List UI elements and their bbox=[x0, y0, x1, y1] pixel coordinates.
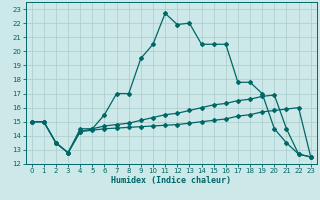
X-axis label: Humidex (Indice chaleur): Humidex (Indice chaleur) bbox=[111, 176, 231, 185]
